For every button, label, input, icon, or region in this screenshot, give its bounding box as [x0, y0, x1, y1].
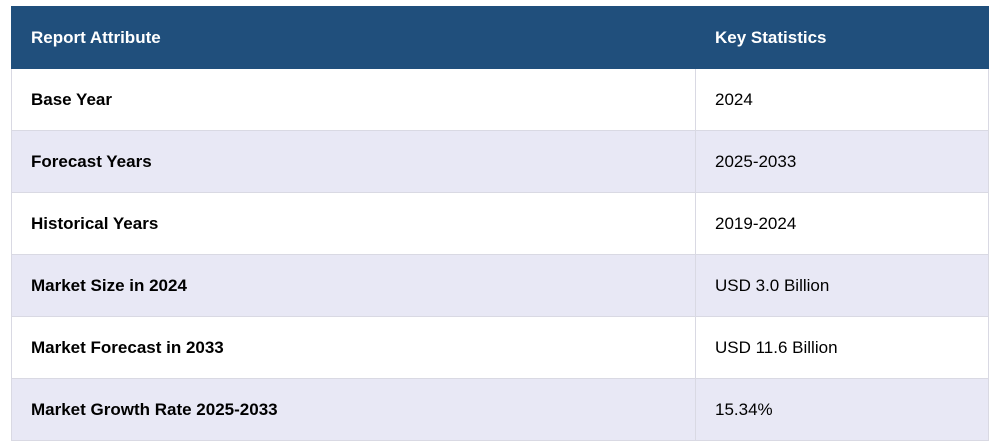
attribute-cell: Historical Years — [11, 192, 696, 255]
header-cell: Key Statistics — [695, 6, 989, 69]
attribute-cell: Base Year — [11, 68, 696, 131]
header-row: Report Attribute Key Statistics — [11, 6, 989, 69]
statistic-cell: 2019-2024 — [695, 192, 989, 255]
table-row: Historical Years 2019-2024 — [11, 192, 989, 255]
attribute-cell: Market Growth Rate 2025-2033 — [11, 378, 696, 441]
stats-table: Report Attribute Key Statistics Base Yea… — [11, 6, 989, 441]
table-row: Market Size in 2024 USD 3.0 Billion — [11, 254, 989, 317]
attribute-cell: Market Size in 2024 — [11, 254, 696, 317]
statistic-cell: USD 11.6 Billion — [695, 316, 989, 379]
table-body: Base Year 2024 Forecast Years 2025-2033 Hist… — [11, 68, 989, 441]
attribute-cell: Forecast Years — [11, 130, 696, 193]
header-cell: Report Attribute — [11, 6, 696, 69]
statistic-cell: 15.34% — [695, 378, 989, 441]
statistic-cell: 2024 — [695, 68, 989, 131]
attribute-cell: Market Forecast in 2033 — [11, 316, 696, 379]
statistic-cell: USD 3.0 Billion — [695, 254, 989, 317]
table-row: Base Year 2024 — [11, 68, 989, 131]
table-head: Report Attribute Key Statistics — [11, 6, 989, 69]
table-row: Forecast Years 2025-2033 — [11, 130, 989, 193]
statistic-cell: 2025-2033 — [695, 130, 989, 193]
table-row: Market Growth Rate 2025-2033 15.34% — [11, 378, 989, 441]
table-row: Market Forecast in 2033 USD 11.6 Billion — [11, 316, 989, 379]
